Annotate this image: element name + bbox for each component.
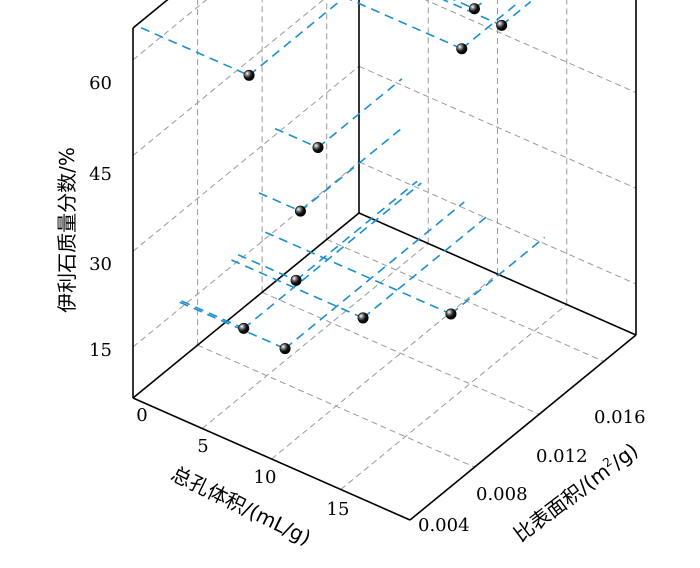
data-points <box>238 3 508 355</box>
frame-edge <box>132 397 411 521</box>
projection-line <box>473 0 487 10</box>
z-tick-label: 30 <box>89 254 112 275</box>
grid-line <box>340 304 568 490</box>
data-point <box>243 69 255 81</box>
data-point <box>496 19 508 31</box>
z-axis-title: 伊利石质量分数/% <box>55 147 79 313</box>
projection-line <box>452 0 475 10</box>
z-axis-ticks: 15 30 45 60 <box>89 73 112 361</box>
projection-line <box>501 0 532 26</box>
projection-line <box>284 201 465 350</box>
y-tick-label: 0.012 <box>536 446 588 467</box>
projection-line <box>237 253 297 282</box>
grid-line <box>197 344 475 468</box>
x-axis-ticks: 0 5 10 15 <box>136 405 349 520</box>
data-point <box>238 322 250 334</box>
projection-line <box>258 192 301 212</box>
grid-line <box>132 0 324 156</box>
grid-line <box>261 291 540 415</box>
grid-line <box>271 273 498 460</box>
axes-frame <box>132 0 637 521</box>
frame-edge <box>358 212 637 336</box>
projection-line <box>181 300 245 330</box>
y-tick-label: 0.008 <box>476 484 528 505</box>
z-tick-label: 45 <box>89 164 112 185</box>
z-tick-label: 15 <box>89 340 112 361</box>
x-tick-label: 5 <box>197 436 208 457</box>
data-point <box>456 43 468 55</box>
projection-line <box>362 212 492 319</box>
grid-line <box>132 161 360 348</box>
projection-line <box>450 236 546 315</box>
grid-line <box>358 161 637 285</box>
x-axis-title: 总孔体积/(mL/g) <box>167 462 315 550</box>
grid-line <box>358 65 637 189</box>
frame-edge <box>409 334 637 521</box>
projection-line <box>317 78 403 149</box>
projection-line <box>179 301 286 350</box>
projection-line <box>265 231 452 315</box>
projection-line <box>231 259 364 319</box>
grid-line <box>132 65 360 252</box>
data-point <box>290 274 302 286</box>
projection-line <box>299 128 402 212</box>
y-tick-label: 0.004 <box>418 515 470 536</box>
y-tick-label: 0.016 <box>594 407 646 428</box>
grid-line <box>201 243 429 429</box>
x-tick-label: 15 <box>327 499 350 520</box>
grid-line <box>424 0 637 94</box>
x-tick-label: 0 <box>136 405 147 426</box>
y-axis-ticks: 0.004 0.008 0.012 0.016 <box>418 407 646 536</box>
projection-line <box>248 0 343 76</box>
projection-line <box>140 27 250 77</box>
grid-line <box>132 0 207 61</box>
projection-line <box>295 180 418 281</box>
z-tick-label: 60 <box>89 73 112 94</box>
frame-edge <box>132 212 360 399</box>
grid-line <box>326 238 604 362</box>
projection-lines <box>140 0 546 350</box>
data-point <box>294 205 306 217</box>
y-axis-title-part2: /g) <box>606 438 642 474</box>
data-point <box>312 142 324 154</box>
data-point <box>279 343 291 355</box>
data-point <box>445 308 457 320</box>
x-tick-label: 10 <box>254 467 277 488</box>
projection-line <box>461 1 519 50</box>
data-point <box>468 3 480 15</box>
projection-line <box>243 182 422 330</box>
projection-line <box>274 127 319 149</box>
data-point <box>357 312 369 324</box>
